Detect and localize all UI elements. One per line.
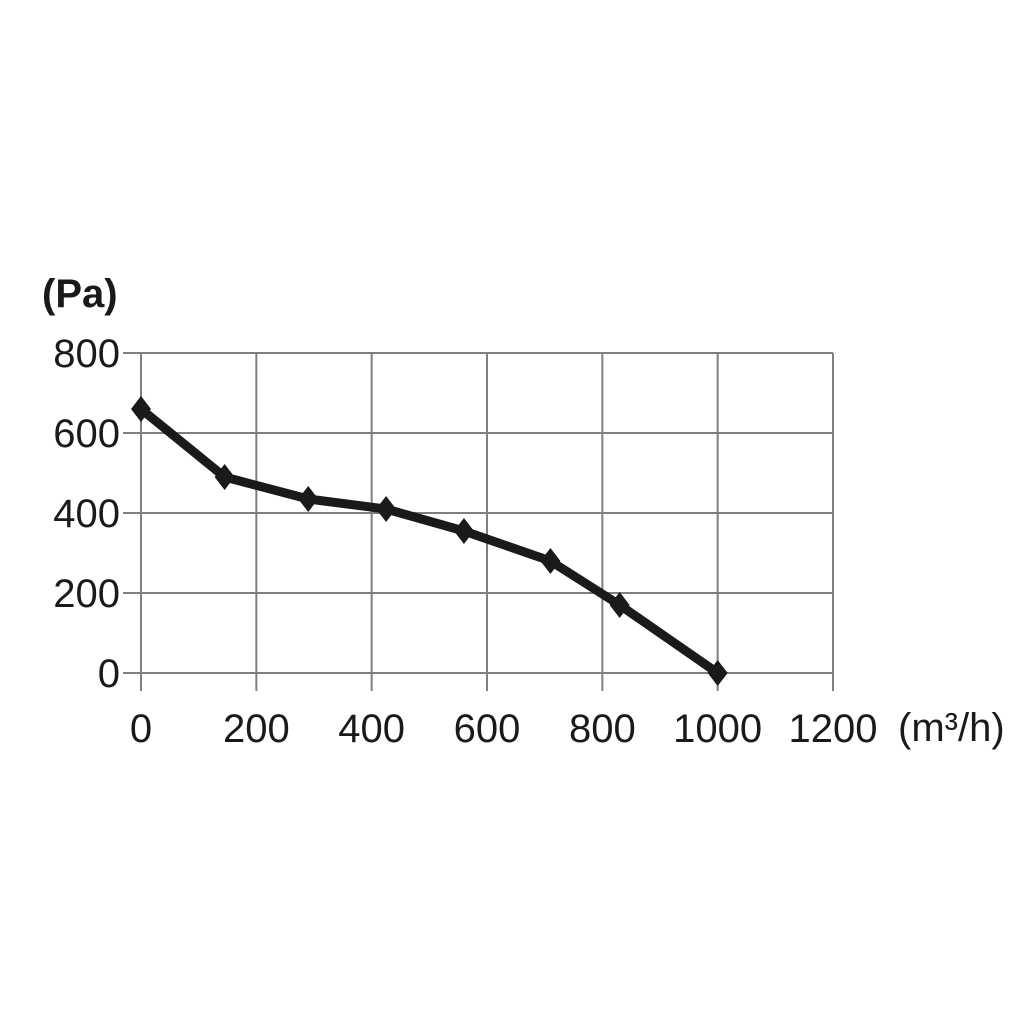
data-point-marker xyxy=(540,548,561,574)
data-point-marker xyxy=(131,396,151,422)
x-axis-unit-label: (m³/h) xyxy=(898,706,1005,750)
x-tick-label: 1200 xyxy=(789,707,878,751)
data-point-marker xyxy=(609,592,630,618)
y-tick-label: 800 xyxy=(53,332,120,376)
x-tick-label: 400 xyxy=(338,707,405,751)
y-tick-label: 600 xyxy=(53,412,120,456)
x-tick-label: 0 xyxy=(130,707,152,751)
y-tick-label: 400 xyxy=(53,492,120,536)
x-tick-label: 200 xyxy=(223,707,290,751)
y-tick-label: 200 xyxy=(53,572,120,616)
data-point-marker xyxy=(214,464,235,490)
data-point-marker xyxy=(298,486,319,512)
x-tick-label: 600 xyxy=(454,707,521,751)
fan-curve-line xyxy=(136,404,723,678)
data-point-marker xyxy=(707,660,728,686)
x-tick-label: 1000 xyxy=(673,707,762,751)
y-tick-label: 0 xyxy=(98,652,120,696)
x-tick-label: 800 xyxy=(569,707,636,751)
data-point-marker xyxy=(376,496,397,522)
y-axis-unit-label: (Pa) xyxy=(42,272,118,316)
data-point-marker xyxy=(453,518,474,544)
